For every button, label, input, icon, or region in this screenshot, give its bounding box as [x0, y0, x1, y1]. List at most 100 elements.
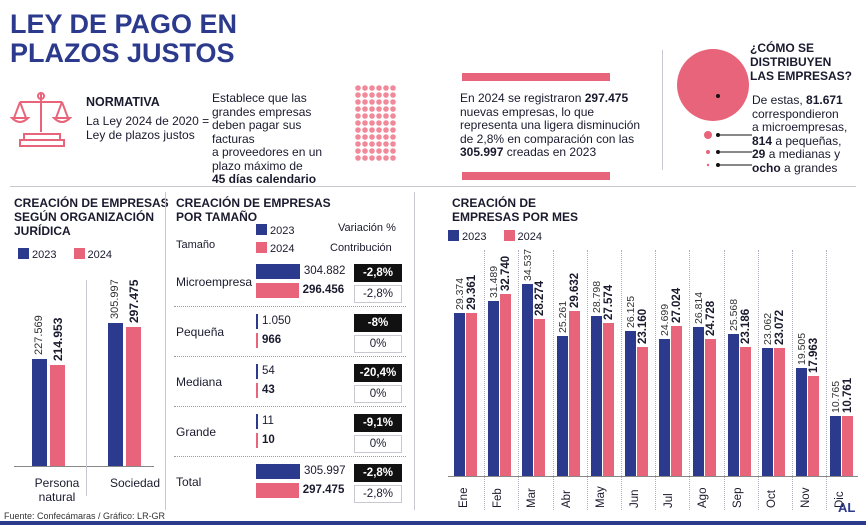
dist-line-4: 814 a pequeñas, — [752, 133, 842, 148]
calendar-dot — [362, 155, 368, 161]
calendar-dot — [383, 92, 389, 98]
size-category-label: Grande — [176, 425, 217, 439]
size-bar-2024 — [256, 283, 299, 298]
size-value-label: 966 — [262, 334, 282, 346]
month-divider — [689, 250, 691, 510]
month-value-label: 29.361 — [466, 274, 478, 310]
calendar-dot — [376, 148, 382, 154]
mes-legend-2023-label: 2023 — [462, 231, 487, 243]
calendar-dot — [369, 85, 375, 91]
calendar-dot — [390, 134, 396, 140]
calendar-dot — [369, 99, 375, 105]
month-value-label: 34.537 — [522, 249, 535, 282]
pequena-circle — [704, 131, 712, 139]
calendar-dot — [369, 127, 375, 133]
month-label: Mar — [526, 488, 539, 508]
month-bar-2024 — [773, 347, 785, 476]
month-value-label: 25.568 — [727, 298, 740, 331]
mes-legend: 2023 2024 — [448, 230, 542, 243]
month-value-label: 29.374 — [454, 277, 466, 310]
distribucion-text: De estas, 81.671 correspondieron a micro… — [752, 93, 847, 175]
month-value-label: 29.632 — [568, 273, 581, 309]
contribucion-badge: 0% — [354, 435, 402, 453]
month-label: Ago — [697, 487, 710, 508]
month-divider — [586, 250, 588, 510]
calendar-dot-grid — [355, 85, 396, 161]
month-bar-2023 — [488, 301, 500, 476]
size-bar-2023 — [256, 464, 300, 479]
calendar-dot — [362, 141, 368, 147]
size-category-label: Total — [176, 475, 202, 489]
calendar-dot — [383, 148, 389, 154]
month-label: Nov — [800, 487, 812, 508]
calendar-dot — [376, 99, 382, 105]
month-label: Jun — [629, 489, 641, 508]
footer-bar — [0, 521, 866, 525]
month-label: Oct — [765, 490, 778, 508]
month-bar-2023 — [693, 327, 705, 476]
calendar-dot — [376, 155, 382, 161]
month-bar-2024 — [808, 376, 819, 476]
contribucion-badge: 0% — [354, 335, 402, 353]
registro-line-4: de 2,8% en comparación con las — [460, 131, 635, 146]
dist-line-6: ocho a grandes — [752, 160, 838, 175]
registro-line-5: 305.997 creadas en 2023 — [460, 145, 597, 159]
month-label: Feb — [492, 488, 505, 508]
registro-line-1: En 2024 se registraron 297.475 — [460, 91, 629, 105]
tamano-legend-2023: 2023 — [256, 224, 294, 237]
calendar-dot — [376, 127, 382, 133]
calendar-dot — [369, 120, 375, 126]
variacion-badge: -9,1% — [354, 414, 402, 432]
calendar-dot — [362, 85, 368, 91]
calendar-dot — [383, 99, 389, 105]
footer-logo: AL — [838, 500, 856, 515]
mes-legend-2024-label: 2024 — [517, 231, 543, 243]
month-bar-2024 — [705, 338, 717, 476]
legend-2024-swatch — [73, 248, 85, 259]
calendar-dot — [355, 85, 361, 91]
size-bar-2024 — [256, 433, 258, 448]
tamano-legend-2024: 2024 — [256, 242, 294, 255]
calendar-dot — [383, 127, 389, 133]
calendar-dot — [369, 92, 375, 98]
distribution-circles — [677, 49, 752, 167]
legend-2023-label: 2023 — [32, 249, 57, 261]
size-bar-2024 — [256, 383, 258, 398]
juridica-value-label: 297.475 — [127, 279, 141, 323]
size-value-label: 1.050 — [262, 315, 291, 327]
registro-line-2: nuevas empresas, lo que — [460, 104, 595, 119]
month-bar-2023 — [556, 335, 568, 476]
horizontal-divider — [10, 186, 856, 187]
normativa-text-line-2: Ley de plazos justos — [86, 127, 195, 142]
calendar-dot — [376, 85, 382, 91]
month-label: Sep — [731, 487, 744, 508]
micro-circle — [677, 49, 749, 121]
month-bar-2023 — [454, 312, 465, 476]
calendar-dot — [376, 92, 382, 98]
calendar-dot — [369, 148, 375, 154]
month-bar-2024 — [637, 347, 648, 476]
calendar-dot — [383, 155, 389, 161]
month-bar-2023 — [625, 330, 636, 476]
footer-source: Fuente: Confecámaras / Gráfico: LR-GR — [4, 511, 166, 521]
month-value-label: 28.798 — [590, 280, 603, 313]
calendar-dot — [390, 127, 396, 133]
month-value-label: 23.186 — [739, 309, 752, 345]
calendar-dot — [362, 113, 368, 119]
desc-line-4: a proveedores en un — [212, 145, 323, 159]
month-bar-2023 — [761, 347, 773, 476]
col-contribucion: Contribución — [330, 242, 392, 254]
juridica-category-label: natural — [38, 490, 76, 504]
size-bar-2023 — [256, 264, 300, 279]
month-bar-2024 — [534, 318, 546, 476]
juridica-bar-2024 — [50, 365, 65, 466]
size-value-label: 296.456 — [302, 284, 345, 296]
tamano-heading: CREACIÓN DE EMPRESAS POR TAMAÑO — [176, 196, 331, 224]
scales-of-justice-icon — [10, 92, 72, 147]
calendar-dot — [355, 99, 361, 105]
page-title: LEY DE PAGO EN PLAZOS JUSTOS — [10, 10, 237, 68]
row-divider — [174, 356, 406, 357]
divider-left — [165, 192, 166, 510]
divider-middle — [414, 192, 415, 510]
calendar-dot — [355, 141, 361, 147]
